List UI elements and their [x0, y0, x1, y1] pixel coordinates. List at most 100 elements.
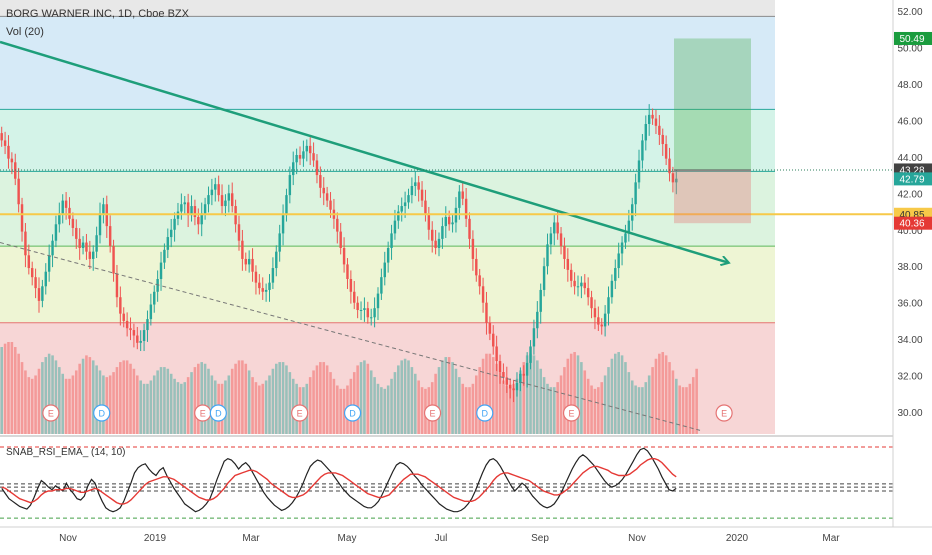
candle [542, 257, 546, 297]
candle-body [85, 242, 88, 252]
candle-body [254, 271, 258, 283]
candle-body [88, 251, 92, 259]
candle-body [369, 317, 373, 319]
volume-bar [183, 382, 187, 434]
candle-body [576, 286, 580, 288]
volume-bar [390, 378, 393, 434]
volume-bar [68, 378, 71, 434]
candle-body [210, 189, 214, 196]
candle-body [424, 200, 427, 214]
candle [495, 335, 498, 372]
candle [563, 237, 566, 269]
volume-bar [315, 365, 319, 434]
candle [125, 312, 129, 337]
candle-body [427, 213, 431, 230]
volume-bar [88, 357, 92, 434]
candle-body [559, 233, 563, 247]
candle [281, 204, 285, 246]
candle [92, 245, 95, 271]
y-tick-label: 48.00 [897, 80, 922, 91]
price-label: 43.28 [899, 165, 924, 176]
candle [363, 297, 366, 322]
candle-body [75, 227, 78, 239]
candle [132, 323, 136, 348]
volume-bar [454, 368, 458, 434]
candle [292, 151, 295, 186]
price-label-box [894, 216, 932, 230]
candle [298, 146, 302, 166]
candle-body [61, 200, 64, 214]
candle [186, 193, 190, 228]
volume-bar [54, 360, 58, 434]
candle [519, 367, 522, 392]
candle [434, 229, 437, 255]
candle-body [275, 251, 278, 269]
candle [556, 211, 559, 240]
candle [149, 293, 153, 326]
volume-bar [495, 363, 498, 434]
volume-bar [288, 372, 292, 434]
candle-body [624, 233, 627, 243]
volume-bar [678, 385, 681, 434]
candle [258, 274, 261, 295]
volume-bar [125, 360, 129, 434]
candle-body [556, 222, 559, 234]
volume-bar [41, 362, 44, 434]
volume-bar [627, 372, 631, 434]
candle-body [51, 240, 54, 256]
event-label: E [430, 409, 436, 419]
candle [129, 317, 132, 341]
volume-bar [519, 370, 522, 434]
volume-bar [61, 373, 65, 434]
x-tick-label: Jul [435, 533, 448, 544]
volume-bar [549, 387, 553, 434]
candle-body [268, 282, 271, 290]
volume-bar [342, 388, 346, 434]
event-circle [291, 404, 309, 422]
candle-body [183, 202, 186, 205]
candle-body [258, 282, 261, 289]
candle [536, 301, 539, 339]
candle-body [675, 178, 678, 183]
y-tick-label: 42.00 [897, 189, 922, 200]
position-target-zone [674, 38, 751, 170]
candle [485, 291, 488, 335]
volume-bar [281, 362, 285, 434]
price-label: 42.79 [899, 174, 924, 185]
volume-bar [664, 355, 668, 434]
volume-bar [413, 373, 417, 434]
candle-body [488, 322, 492, 334]
descending-trendline [0, 40, 728, 263]
volume-bar [620, 355, 624, 434]
candle [529, 340, 532, 370]
candle [461, 182, 464, 206]
candle [356, 296, 359, 319]
candle-body [644, 124, 648, 141]
candle-body [14, 162, 17, 179]
candle-body [10, 158, 14, 163]
candle [308, 137, 312, 166]
candle [244, 252, 247, 271]
volume-bar [230, 368, 234, 434]
candle-body [241, 240, 244, 259]
candle-body [478, 275, 481, 287]
volume-bar [227, 375, 231, 434]
volume-bar [129, 363, 132, 434]
event-circle [423, 404, 442, 422]
volume-bar [193, 367, 197, 434]
volume-bar [468, 387, 471, 434]
candle [47, 244, 51, 282]
event-label: D [349, 409, 356, 419]
candle [620, 236, 624, 266]
volume-bar [366, 363, 370, 434]
volume-bar [590, 385, 593, 434]
candle [512, 379, 515, 403]
volume-bar [241, 360, 244, 434]
candle [295, 148, 298, 175]
candle-body [227, 193, 231, 201]
candle [437, 232, 441, 257]
candle [346, 258, 349, 290]
candle [251, 248, 254, 282]
volume-bar [122, 360, 126, 434]
event-marker-e: E [42, 404, 60, 422]
